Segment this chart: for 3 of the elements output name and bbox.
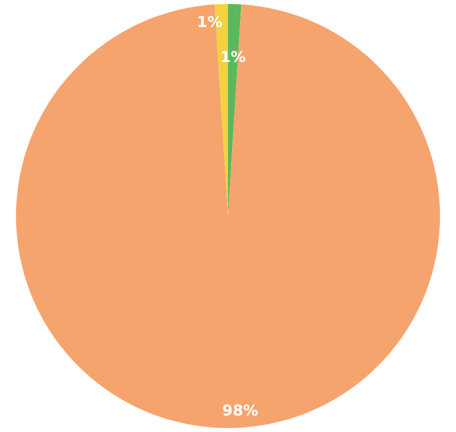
data-label: 1%: [196, 12, 222, 31]
data-label: 98%: [222, 402, 258, 420]
pie-slice: [16, 4, 440, 428]
